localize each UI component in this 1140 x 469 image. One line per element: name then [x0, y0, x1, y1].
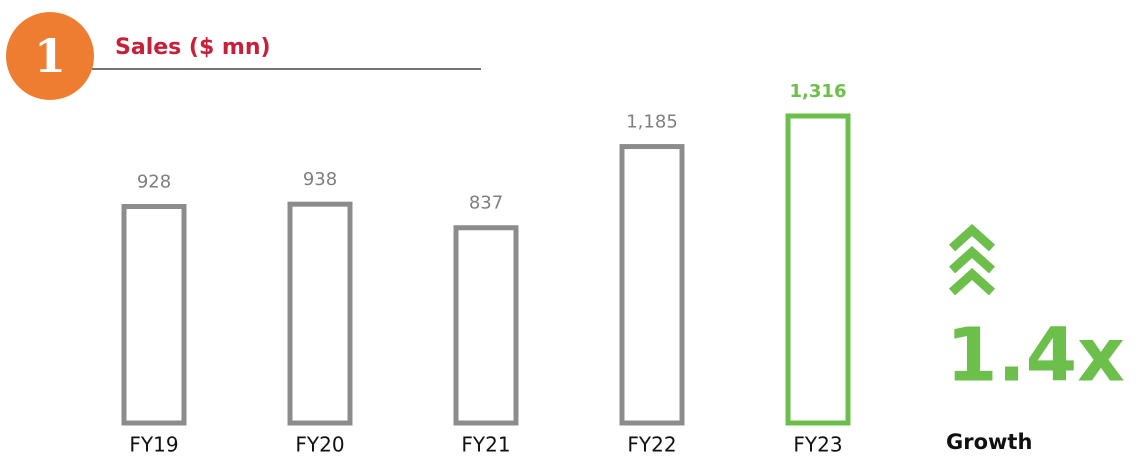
badge-number: 1 [34, 29, 66, 83]
bar [619, 144, 685, 426]
x-tick-label: FY22 [627, 433, 676, 457]
bar [785, 113, 851, 426]
value-label: 928 [137, 172, 171, 193]
growth-chevrons [948, 223, 996, 296]
growth-value: 1.4x [946, 313, 1125, 399]
bar [453, 225, 519, 426]
x-tick-label: FY21 [461, 433, 510, 457]
growth-label: Growth [946, 430, 1032, 454]
badge-circle [6, 12, 94, 100]
x-tick-label: FY20 [295, 433, 344, 457]
x-tick-label: FY19 [129, 433, 178, 457]
x-tick-label: FY23 [793, 433, 842, 457]
value-label: 1,316 [790, 81, 847, 102]
value-label: 837 [469, 193, 503, 214]
value-label: 938 [303, 169, 337, 190]
chart-title: Sales ($ mn) [115, 35, 271, 60]
bar [287, 201, 353, 426]
value-label: 1,185 [626, 112, 678, 133]
bar [121, 204, 187, 426]
